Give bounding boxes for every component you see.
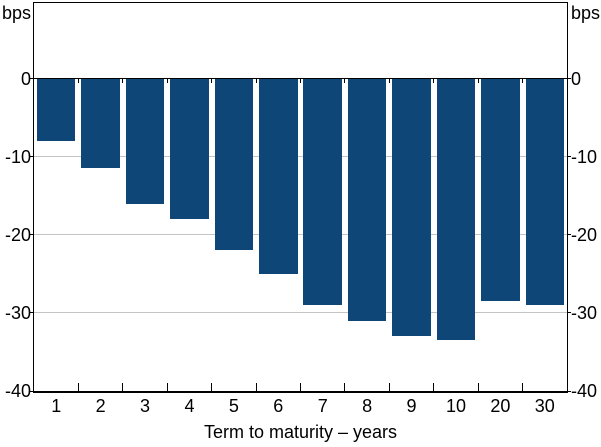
zero-line-tick	[300, 79, 301, 84]
y-axis-label-right: -30	[571, 302, 598, 323]
y-axis-tick-right	[567, 78, 571, 80]
bar	[125, 78, 165, 204]
x-axis-category-label: 20	[490, 396, 511, 416]
zero-line-tick	[166, 79, 168, 84]
y-axis-tick-right	[567, 156, 571, 158]
bar	[214, 78, 254, 251]
y-axis-tick-left	[30, 156, 34, 158]
bar	[436, 78, 476, 341]
x-axis-tick	[166, 383, 168, 391]
zero-line-tick	[477, 79, 479, 84]
x-axis-tick	[255, 383, 257, 391]
zero-line-tick	[433, 79, 435, 84]
bar	[392, 78, 431, 337]
bar	[525, 78, 565, 306]
zero-line-tick	[344, 79, 346, 84]
x-axis-category-label: 9	[406, 396, 417, 416]
y-axis-label-left: -20	[4, 224, 31, 245]
x-axis-category-label: 7	[317, 396, 328, 416]
zero-line-tick	[77, 79, 79, 84]
zero-line-tick	[255, 79, 257, 84]
y-axis-label-right: -20	[571, 224, 598, 245]
y-axis-label-right: -40	[571, 381, 598, 401]
y-axis-tick-left	[30, 234, 34, 236]
zero-line-tick	[211, 79, 213, 84]
x-axis-category-label: 8	[362, 396, 373, 416]
x-axis-category-label: 10	[445, 396, 466, 416]
x-axis-tick	[300, 383, 301, 391]
gridline	[34, 156, 567, 158]
zero-line-tick	[388, 79, 390, 84]
gridline	[34, 234, 567, 236]
x-axis-tick	[477, 383, 479, 391]
bar	[36, 78, 76, 142]
bar	[481, 78, 520, 302]
x-axis-tick	[211, 383, 213, 391]
x-axis-category-label: 6	[273, 396, 284, 416]
y-axis-label-left: -10	[4, 146, 31, 167]
zero-axis-line	[34, 78, 567, 80]
x-axis-tick	[388, 383, 390, 391]
x-axis-tick	[344, 383, 346, 391]
x-axis-category-label: 4	[184, 396, 195, 416]
x-axis-category-label: 30	[534, 396, 555, 416]
y-axis-unit-right-label: bps	[571, 3, 601, 23]
bar	[81, 78, 120, 169]
y-axis-tick-left	[30, 390, 34, 392]
x-axis-category-label: 2	[95, 396, 106, 416]
x-axis-tick	[122, 383, 124, 391]
x-axis-title: Term to maturity – years	[203, 422, 398, 442]
bar	[347, 78, 387, 321]
y-axis-tick-right	[567, 234, 571, 236]
gridline	[34, 312, 567, 314]
zero-line-tick	[122, 79, 124, 84]
zero-line-tick	[522, 79, 524, 84]
bar	[259, 78, 298, 274]
y-axis-label-right: 0	[571, 68, 582, 89]
bar	[170, 78, 209, 220]
x-axis-category-label: 5	[228, 396, 239, 416]
bar	[303, 78, 342, 306]
y-axis-label-left: 0	[20, 68, 31, 89]
y-axis-label-right: -10	[571, 146, 598, 167]
y-axis-tick-right	[567, 312, 571, 314]
plot-area	[33, 2, 568, 393]
y-axis-label-left: -40	[4, 381, 31, 401]
x-axis-category-label: 3	[140, 396, 151, 416]
y-axis-tick-left	[30, 312, 34, 314]
x-axis-tick	[433, 383, 435, 391]
y-axis-tick-right	[567, 390, 571, 392]
x-axis-category-label: 1	[51, 396, 62, 416]
y-axis-tick-left	[30, 78, 34, 80]
y-axis-unit-left-label: bps	[1, 3, 31, 23]
y-axis-label-left: -30	[4, 302, 31, 323]
x-axis-tick	[522, 383, 524, 391]
x-axis-tick	[77, 383, 79, 391]
